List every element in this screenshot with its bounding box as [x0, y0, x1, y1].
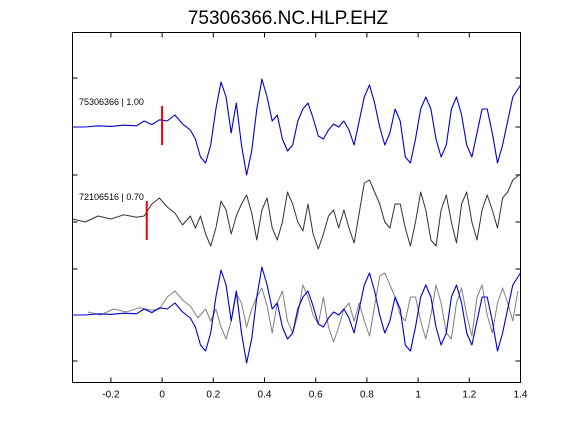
- x-tick-label: -0.2: [102, 390, 120, 401]
- overlay-trace-1-line: [72, 266, 521, 364]
- trace-1-label: 75306366 | 1.00: [79, 97, 144, 107]
- chart-title: 75306366.NC.HLP.EHZ: [187, 8, 389, 29]
- x-tick-label: 1.4: [514, 390, 528, 401]
- x-tick-label: 1: [415, 390, 421, 401]
- traces: 75306366 | 1.00 72106516 | 0.70: [72, 78, 521, 364]
- x-tick-label: 0.8: [360, 390, 374, 401]
- trace-2-label: 72106516 | 0.70: [79, 192, 144, 202]
- x-tick-label: 0.6: [309, 390, 323, 401]
- x-tick-label: 0.4: [258, 390, 272, 401]
- x-ticks: -0.2 0 0.2 0.4 0.6 0.8 1 1.2 1.4: [102, 32, 528, 401]
- trace-2-line: [72, 173, 521, 250]
- plot-area: [72, 32, 521, 383]
- x-tick-label: 1.2: [462, 390, 476, 401]
- trace-1-line: [72, 78, 521, 176]
- x-tick-label: 0: [159, 390, 165, 401]
- x-tick-label: 0.2: [206, 390, 220, 401]
- overlay-trace-2-line: [87, 272, 519, 343]
